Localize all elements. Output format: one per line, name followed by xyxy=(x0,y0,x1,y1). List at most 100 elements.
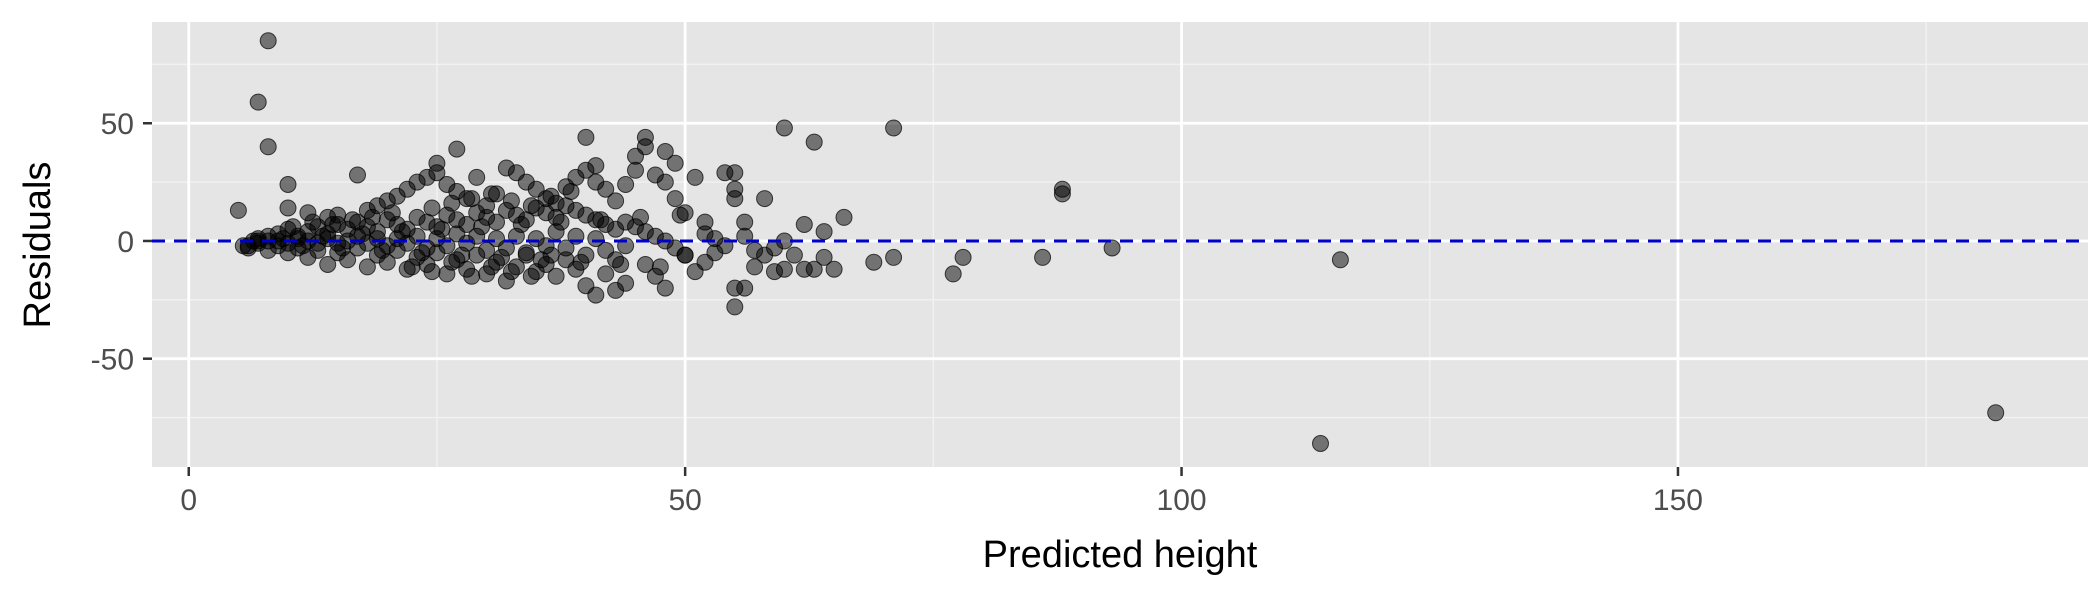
data-point-265 xyxy=(344,211,361,229)
data-point-236 xyxy=(473,218,491,236)
data-point-252 xyxy=(522,197,540,215)
data-point-229 xyxy=(334,239,352,257)
data-point-254 xyxy=(562,183,580,200)
data-point-48 xyxy=(666,154,684,172)
data-point-185 xyxy=(746,241,764,259)
data-point-192 xyxy=(557,239,575,257)
data-point-56 xyxy=(726,190,744,208)
data-point-87 xyxy=(825,260,843,278)
data-point-83 xyxy=(785,246,803,264)
data-point-0 xyxy=(259,32,277,50)
data-point-85 xyxy=(805,260,823,278)
y-tick-labels: -50 0 50 xyxy=(91,108,134,376)
data-point-232 xyxy=(393,223,411,241)
data-point-78 xyxy=(736,279,754,297)
data-point-248 xyxy=(443,194,461,212)
data-point-39 xyxy=(607,192,625,210)
data-point-188 xyxy=(597,241,615,259)
x-axis-title: Predicted height xyxy=(983,534,1258,576)
x-tick-label-0: 0 xyxy=(180,484,197,517)
data-point-260 xyxy=(502,263,520,281)
data-point-180 xyxy=(676,246,694,264)
data-point-66 xyxy=(885,248,903,266)
data-point-47 xyxy=(656,173,674,191)
y-axis-title: Residuals xyxy=(17,162,59,329)
data-point-255 xyxy=(403,258,421,276)
data-point-98 xyxy=(607,281,625,299)
data-point-57 xyxy=(736,213,754,231)
data-point-241 xyxy=(572,253,590,271)
data-point-246 xyxy=(671,206,689,224)
data-point-247 xyxy=(423,199,441,217)
data-point-127 xyxy=(319,256,337,273)
data-point-251 xyxy=(502,192,520,210)
data-point-51 xyxy=(686,168,704,186)
data-point-76 xyxy=(726,298,744,316)
x-tick-labels: 0 50 100 150 xyxy=(180,484,1703,517)
data-point-267 xyxy=(304,213,322,231)
y-tick-label-2: 50 xyxy=(101,108,134,141)
data-point-266 xyxy=(324,216,342,233)
data-point-244 xyxy=(632,208,649,226)
data-point-256 xyxy=(423,263,441,281)
data-point-74 xyxy=(1312,435,1329,452)
data-point-23 xyxy=(468,168,486,186)
data-point-5 xyxy=(229,201,247,219)
data-point-189 xyxy=(587,230,605,248)
data-point-196 xyxy=(517,244,535,262)
axis-ticks xyxy=(143,121,1680,476)
data-point-34 xyxy=(577,128,595,146)
y-tick-label-1: 0 xyxy=(117,226,134,259)
x-tick-label-1: 50 xyxy=(668,484,701,517)
data-point-38 xyxy=(597,180,615,198)
data-point-263 xyxy=(363,208,381,226)
data-point-101 xyxy=(577,277,595,295)
data-point-64 xyxy=(885,119,903,137)
data-point-4 xyxy=(279,176,297,193)
data-point-231 xyxy=(373,241,391,259)
data-point-73 xyxy=(1331,251,1349,269)
data-point-18 xyxy=(428,164,446,182)
x-tick-label-2: 100 xyxy=(1157,484,1207,517)
data-point-49 xyxy=(666,190,684,208)
data-point-82 xyxy=(775,260,793,278)
data-point-240 xyxy=(552,213,570,231)
data-point-58 xyxy=(756,190,774,208)
data-point-261 xyxy=(522,267,540,285)
data-point-264 xyxy=(383,204,401,222)
data-point-62 xyxy=(815,223,833,241)
data-point-238 xyxy=(512,216,530,233)
data-point-123 xyxy=(358,258,376,276)
data-point-242 xyxy=(592,211,610,229)
data-point-40 xyxy=(617,176,635,193)
data-point-258 xyxy=(463,267,481,285)
data-point-195 xyxy=(527,230,545,248)
data-point-67 xyxy=(944,265,962,283)
data-point-96 xyxy=(636,256,654,273)
data-point-72 xyxy=(1103,239,1121,257)
data-point-253 xyxy=(542,187,560,205)
data-point-59 xyxy=(775,119,793,137)
data-point-199 xyxy=(488,230,505,248)
data-point-63 xyxy=(835,208,853,226)
data-point-249 xyxy=(463,190,481,208)
data-point-268 xyxy=(284,218,302,236)
data-point-226 xyxy=(274,230,292,248)
data-point-2 xyxy=(259,138,277,156)
data-point-68 xyxy=(954,248,972,266)
data-point-243 xyxy=(612,256,630,273)
data-point-257 xyxy=(443,253,461,271)
x-tick-label-3: 150 xyxy=(1653,484,1703,517)
data-point-54 xyxy=(726,164,744,182)
data-point-46 xyxy=(656,143,674,160)
data-point-60 xyxy=(795,216,813,233)
y-tick-label-0: -50 xyxy=(91,344,134,377)
data-point-75 xyxy=(1987,404,2005,422)
data-point-69 xyxy=(1034,248,1052,266)
data-point-3 xyxy=(349,166,366,184)
data-point-92 xyxy=(686,263,704,281)
data-point-6 xyxy=(279,199,297,217)
data-point-104 xyxy=(547,267,565,285)
data-point-1 xyxy=(249,93,267,111)
